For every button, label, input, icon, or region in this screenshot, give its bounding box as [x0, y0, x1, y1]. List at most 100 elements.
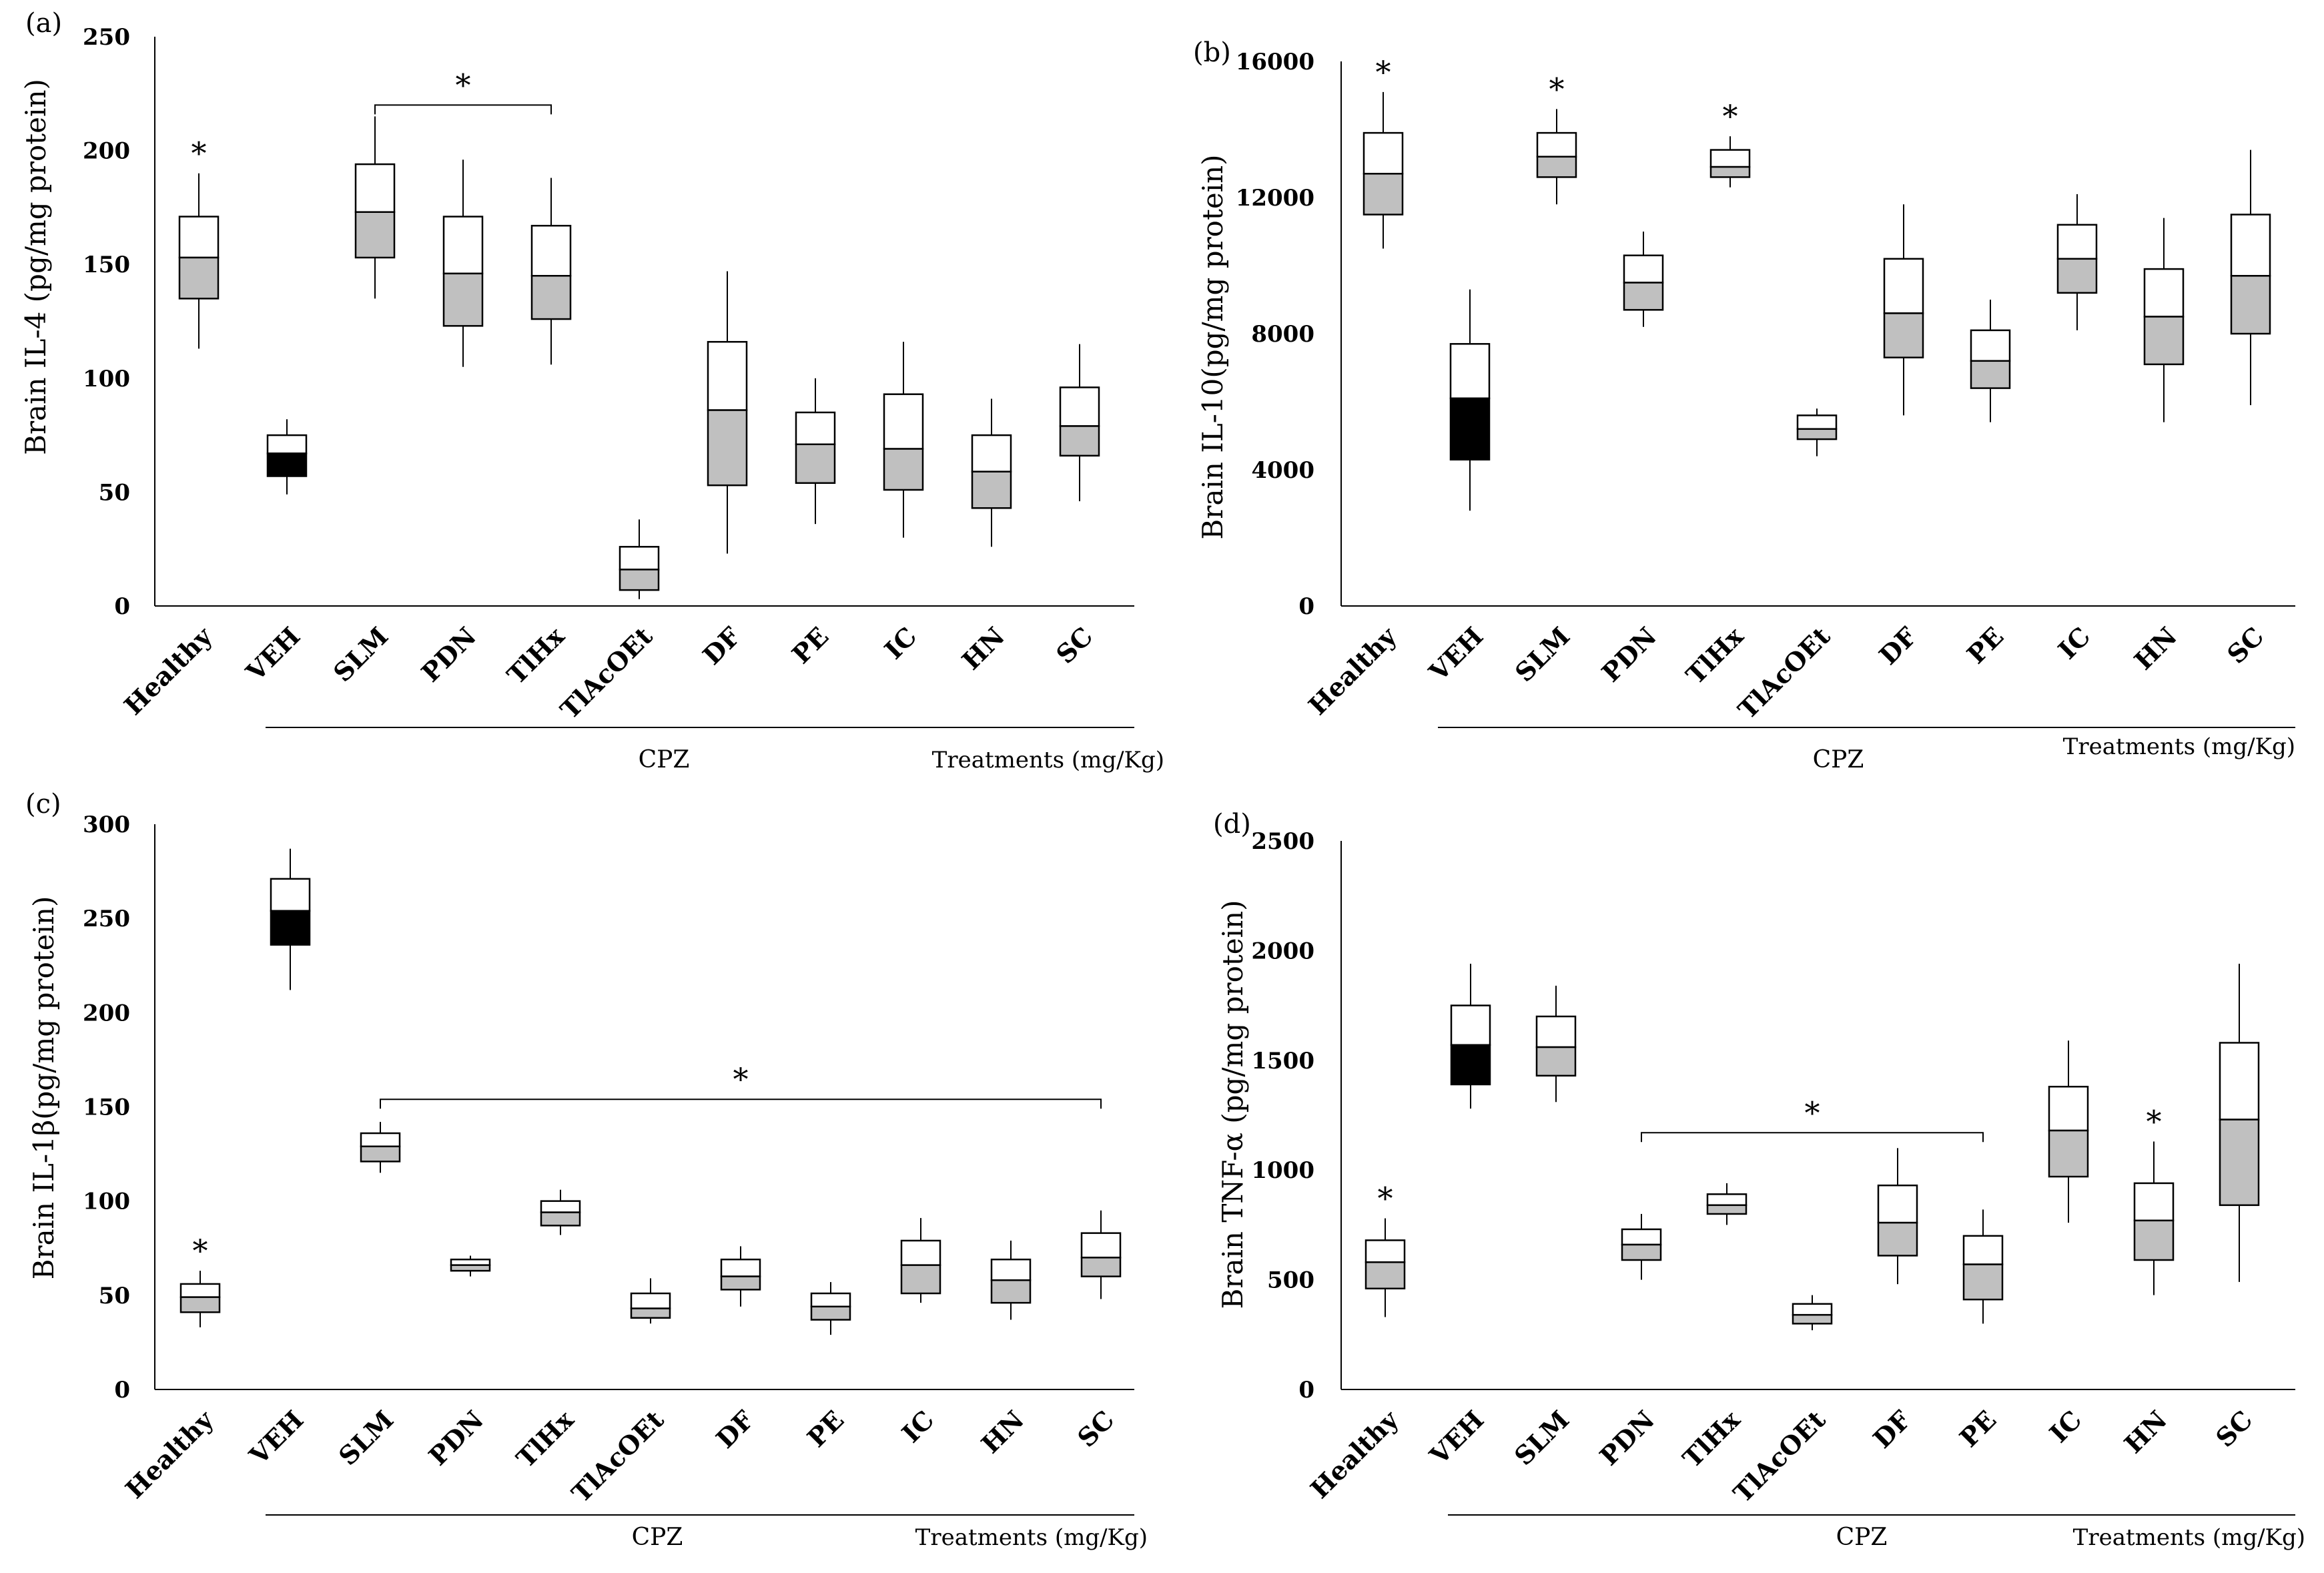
box-hn: [990, 1240, 1032, 1320]
significance-star: *: [191, 135, 207, 172]
x-tick-label: HN: [2118, 1405, 2173, 1460]
box-sc: [2230, 149, 2271, 406]
y-tick-label: 0: [1298, 1377, 1314, 1403]
box-lower-quartile: [1450, 1044, 1491, 1086]
box-sc: [1059, 344, 1100, 502]
box-veh: [266, 419, 308, 495]
x-tick-label: VEH: [1423, 621, 1489, 687]
x-tick-label: Healthy: [1302, 621, 1403, 721]
box-lower-quartile: [1792, 1313, 1833, 1325]
significance-star: *: [1376, 54, 1391, 90]
box-upper-quartile: [630, 1292, 671, 1309]
x-tick-label: Healthy: [118, 621, 218, 721]
y-tick-label: 250: [83, 906, 130, 932]
box-df: [720, 1246, 761, 1307]
x-tick-label: IC: [896, 1405, 940, 1449]
box-tlhx: [540, 1189, 581, 1235]
box-upper-quartile: [540, 1200, 581, 1213]
x-tick-label: VEH: [1423, 1405, 1489, 1471]
y-tick-label: 300: [83, 812, 130, 838]
box-lower-quartile: [1080, 1257, 1122, 1277]
treatments-note: Treatments (mg/Kg): [2063, 733, 2295, 760]
box-tlhx: [1709, 136, 1751, 188]
x-tick-label: DF: [697, 621, 746, 671]
box-lower-quartile: [1536, 155, 1577, 178]
panel-label: (a): [25, 8, 62, 39]
box-healthy: [1363, 91, 1404, 249]
bracket-star: *: [1805, 1094, 1820, 1131]
box-lower-quartile: [1621, 1243, 1662, 1261]
box-hn: [2143, 218, 2185, 422]
box-pdn: [1621, 1213, 1662, 1280]
box-lower-quartile: [795, 443, 836, 485]
x-tick-label: SLM: [1508, 1405, 1575, 1472]
group-label-cpz: CPZ: [1813, 746, 1864, 773]
box-pdn: [1623, 232, 1664, 327]
box-lower-quartile: [270, 910, 311, 946]
box-hn: [2133, 1141, 2175, 1295]
x-tick-label: HN: [2128, 621, 2183, 676]
box-veh: [270, 848, 311, 990]
box-upper-quartile: [720, 1258, 761, 1277]
x-tick-label: HN: [956, 621, 1011, 676]
y-tick-label: 50: [99, 1283, 130, 1309]
box-upper-quartile: [1792, 1303, 1833, 1316]
y-tick-label: 200: [83, 138, 130, 165]
box-upper-quartile: [1796, 414, 1838, 430]
box-upper-quartile: [1449, 343, 1491, 400]
box-upper-quartile: [1059, 386, 1100, 427]
y-tick-label: 2500: [1251, 828, 1314, 855]
box-upper-quartile: [707, 340, 748, 411]
box-upper-quartile: [2230, 214, 2271, 277]
box-lower-quartile: [1535, 1046, 1577, 1077]
box-pe: [1970, 300, 2011, 422]
box-lower-quartile: [1877, 1221, 1918, 1257]
box-tlhx: [1706, 1183, 1748, 1225]
box-upper-quartile: [360, 1132, 401, 1148]
x-tick-label: Healthy: [119, 1404, 220, 1504]
box-healthy: [178, 173, 220, 349]
box-tlacoet: [1796, 408, 1838, 456]
box-upper-quartile: [1450, 1004, 1491, 1046]
significance-bracket: [374, 104, 552, 115]
box-upper-quartile: [1363, 131, 1404, 175]
panel-b: (b) Brain IL-10(pg/mg protein) 16000 12000 8…: [1193, 37, 2295, 773]
box-ic: [883, 342, 924, 538]
x-tick-label: TlAcOEt: [566, 1404, 670, 1508]
x-tick-label: DF: [1867, 1405, 1916, 1454]
box-upper-quartile: [795, 411, 836, 445]
box-pe: [1962, 1209, 2004, 1324]
x-tick-label: TlHx: [510, 1404, 580, 1474]
y-axis-title: Brain IL-1β(pg/mg protein): [27, 896, 60, 1280]
box-lower-quartile: [630, 1307, 671, 1319]
y-tick-label: 100: [83, 366, 130, 392]
box-upper-quartile: [530, 224, 572, 277]
box-upper-quartile: [1536, 131, 1577, 158]
y-tick-label: 100: [83, 1189, 130, 1215]
box-lower-quartile: [1365, 1261, 1406, 1290]
box-upper-quartile: [1623, 254, 1664, 284]
x-tick-label: PDN: [415, 621, 482, 688]
box-upper-quartile: [178, 216, 220, 259]
y-axis-title: Brain IL-10(pg/mg protein): [1196, 154, 1229, 539]
box-df: [1877, 1148, 1918, 1285]
box-lower-quartile: [971, 470, 1012, 509]
box-lower-quartile: [1623, 282, 1664, 311]
significance-star: *: [193, 1233, 208, 1269]
box-upper-quartile: [1080, 1232, 1122, 1259]
x-tick-label: Healthy: [1304, 1404, 1405, 1504]
box-lower-quartile: [354, 211, 396, 259]
x-tick-label: TlHx: [501, 621, 570, 690]
y-tick-label: 0: [1298, 593, 1314, 620]
y-tick-label: 0: [114, 593, 130, 620]
box-df: [1883, 204, 1924, 416]
box-df: [707, 271, 748, 554]
box-sc: [2219, 964, 2260, 1282]
box-lower-quartile: [2143, 316, 2185, 366]
box-tlhx: [530, 178, 572, 365]
x-tick-label: PE: [1954, 1405, 2002, 1454]
box-upper-quartile: [1883, 258, 1924, 314]
bracket-star: *: [733, 1061, 749, 1097]
box-ic: [2048, 1040, 2089, 1223]
x-tick-label: VEH: [240, 621, 306, 687]
